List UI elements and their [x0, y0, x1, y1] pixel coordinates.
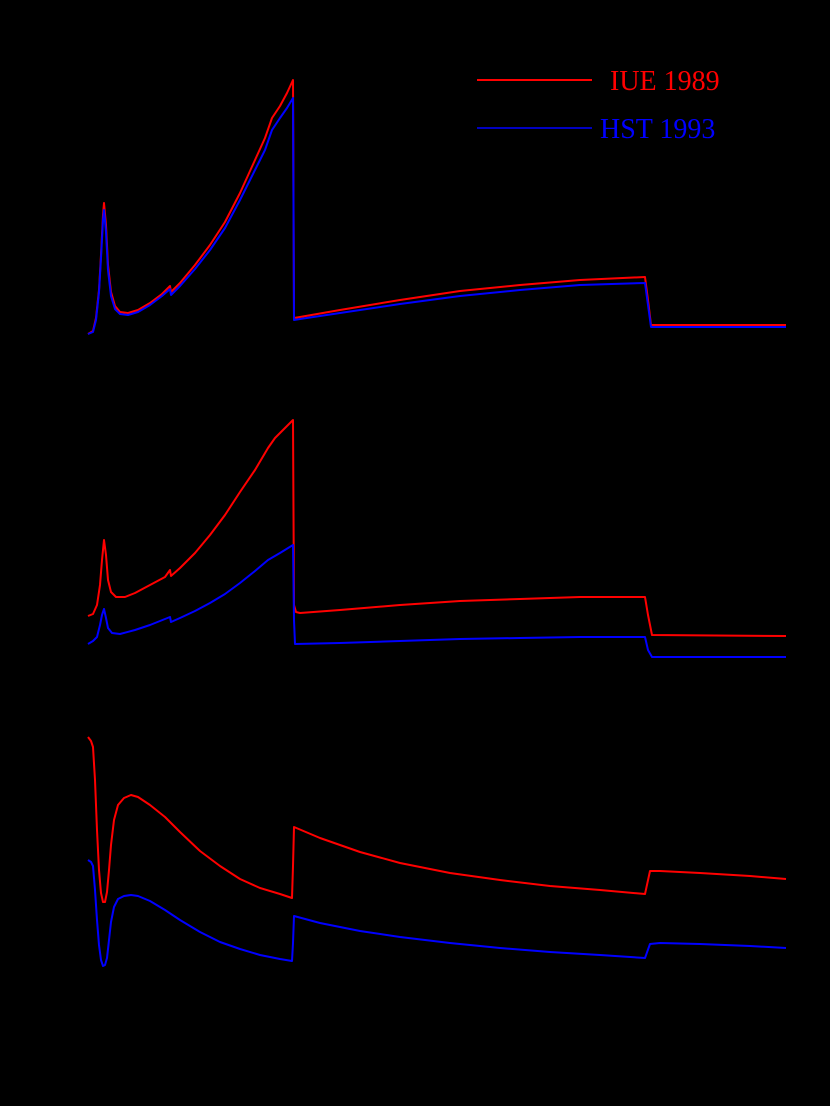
legend-label-hst-1993: HST 1993 [600, 114, 715, 145]
series-hst-1993-panel-bottom [87, 859, 787, 967]
panel-middle [87, 419, 787, 658]
series-iue-1989-panel-bottom [87, 736, 787, 903]
panel-top [87, 79, 786, 335]
legend-label-iue-1989: IUE 1989 [610, 66, 720, 97]
legend: IUE 1989 HST 1993 [477, 66, 720, 145]
series-hst-1993-panel-top [87, 97, 786, 335]
panel-bottom [87, 736, 787, 967]
series-iue-1989-panel-middle [87, 419, 787, 637]
series-hst-1993-panel-middle [87, 544, 786, 658]
